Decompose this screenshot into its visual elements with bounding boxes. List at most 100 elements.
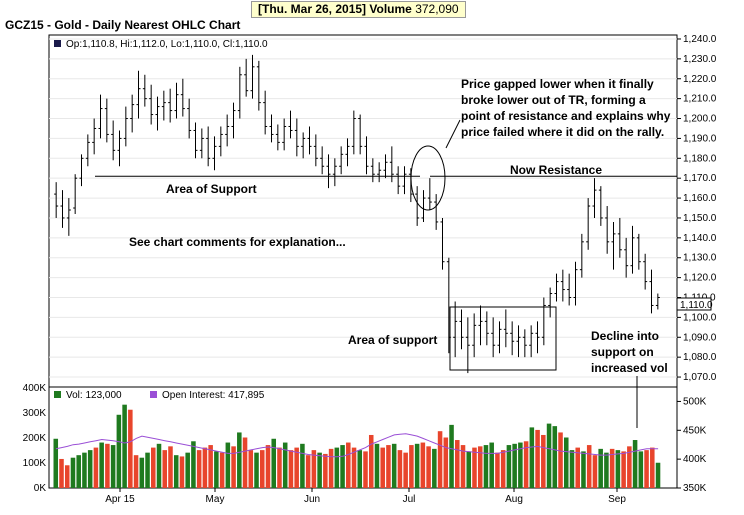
volume-bar [615, 450, 621, 488]
volume-bar [346, 442, 351, 488]
volume-bar [489, 442, 494, 488]
ohlc-bar [111, 120, 116, 161]
price-bars [54, 54, 660, 374]
volume-bar [609, 448, 615, 488]
ohlc-bar [142, 74, 147, 107]
chart-header: [Thu. Mar 26, 2015] Volume 372,090 [251, 1, 466, 18]
volume-bar [196, 450, 202, 488]
open-interest-line [55, 433, 659, 458]
volume-bar [311, 450, 317, 488]
volume-tick-label: 200K [23, 433, 47, 444]
volume-bar [627, 446, 632, 488]
volume-axis: 0K 100K 200K 300K 400K 350K 400K 450K 500K [23, 383, 707, 494]
volume-bar [133, 455, 139, 488]
volume-bar [403, 452, 408, 488]
ohlc-bar [510, 321, 515, 356]
area-support-low-label: Area of support [348, 333, 437, 347]
volume-bar [598, 448, 603, 488]
volume-bar [219, 452, 225, 488]
ohlc-bar [206, 126, 211, 167]
volume-bar [506, 445, 512, 488]
ohlc-bar [370, 158, 375, 183]
ohlc-bar [326, 154, 331, 189]
volume-bar [271, 438, 276, 488]
ohlc-bar [478, 305, 483, 346]
see-comments-label: See chart comments for explanation... [129, 235, 346, 249]
volume-bar [259, 450, 265, 488]
ohlc-bar [237, 66, 242, 119]
oi-tick-label: 400K [683, 454, 707, 465]
ohlc-bar [421, 190, 426, 222]
volume-bar [420, 442, 426, 488]
oi-legend-text: Open Interest: 417,895 [162, 390, 265, 401]
ohlc-bar [579, 233, 584, 278]
ohlc-bar [79, 154, 84, 187]
volume-bar [305, 455, 311, 488]
ohlc-bar [472, 313, 477, 358]
volume-bar [586, 445, 592, 488]
volume-bar [426, 446, 431, 488]
volume-bar [558, 432, 563, 488]
ohlc-bar [560, 269, 565, 302]
volume-bar [592, 455, 598, 488]
volume-bar [472, 447, 477, 488]
price-tick-label: 1,220.0 [683, 74, 717, 85]
ohlc-bar [415, 186, 420, 226]
ohlc-bar [85, 134, 90, 167]
ohlc-bar [136, 70, 141, 119]
ohlc-bar [383, 154, 388, 179]
volume-bar [116, 414, 122, 488]
volume-tick-label: 0K [34, 483, 47, 494]
volume-bar [277, 447, 282, 488]
ohlc-bar [503, 309, 508, 348]
ohlc-bar [630, 225, 635, 274]
volume-bar [357, 450, 363, 488]
chart-title: GCZ15 - Gold - Daily Nearest OHLC Chart [5, 18, 241, 32]
ohlc-bar [345, 138, 350, 167]
ohlc-bar [161, 90, 166, 121]
date-axis: Apr 15 May Jun Jul Aug Sep [105, 488, 626, 505]
volume-bar [173, 455, 179, 488]
volume-bar [575, 447, 580, 488]
ohlc-legend-text: Op:1,110.8, Hi:1,112.0, Lo:1,110.0, Cl:1… [66, 39, 268, 50]
volume-bar [76, 455, 81, 488]
header-date: [Thu. Mar 26, 2015] [258, 2, 367, 16]
ohlc-bar [218, 126, 223, 157]
ohlc-bar [301, 132, 306, 159]
volume-bar [386, 445, 391, 488]
ohlc-bar [459, 309, 464, 350]
volume-tick-label: 300K [23, 408, 47, 419]
price-tick-label: 1,200.0 [683, 114, 717, 125]
ohlc-bar [453, 301, 458, 358]
ohlc-bar [168, 88, 173, 123]
ohlc-bar [586, 198, 591, 250]
volume-bar [334, 447, 340, 488]
ohlc-bar [636, 233, 641, 270]
volume-bar [214, 451, 219, 488]
ohlc-bar [377, 162, 382, 183]
volume-bar [477, 446, 483, 488]
header-volume-value: 372,090 [415, 2, 459, 16]
price-tick-label: 1,170.0 [683, 173, 717, 184]
volume-bar [282, 442, 288, 488]
ohlc-bar [275, 124, 280, 151]
volume-bar [518, 442, 523, 488]
volume-bar [351, 447, 357, 488]
volume-legend-swatch [54, 391, 61, 398]
now-resistance-label: Now Resistance [510, 163, 602, 177]
price-tick-label: 1,150.0 [683, 213, 717, 224]
volume-bar [437, 431, 443, 488]
ohlc-bar [155, 96, 160, 131]
ohlc-bar [617, 217, 622, 258]
svg-text:Decline into support on: Decline into support on increased vol [591, 329, 668, 375]
ohlc-bar [396, 166, 401, 195]
volume-bar [523, 441, 529, 488]
ohlc-bar [117, 130, 122, 167]
volume-tick-label: 100K [23, 458, 47, 469]
ohlc-bar [282, 118, 287, 151]
ohlc-bar [187, 98, 192, 139]
volume-bar [265, 445, 271, 488]
oi-tick-label: 500K [683, 396, 707, 407]
ohlc-bar [649, 269, 654, 314]
ohlc-bar [123, 106, 128, 147]
